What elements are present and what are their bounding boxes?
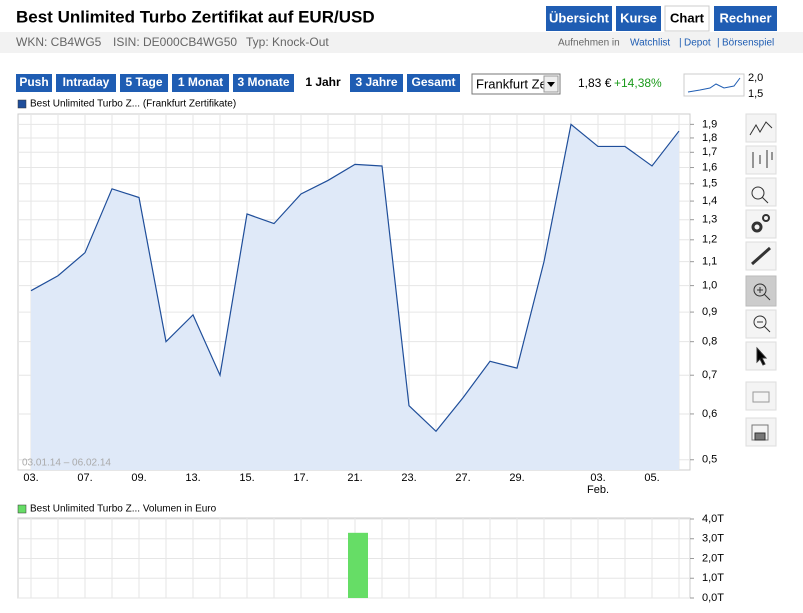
y-tick-label: 0,5 [702, 454, 717, 466]
range-label[interactable]: Push [19, 75, 48, 89]
y-tick-label: 0,7 [702, 369, 717, 381]
range-button[interactable] [407, 74, 460, 92]
x-tick-label: 05. [644, 472, 659, 484]
legend-swatch [17, 504, 27, 514]
links-prefix: Aufnehmen in [558, 38, 620, 49]
x-tick-label: 09. [131, 472, 146, 484]
range-label[interactable]: 3 Jahre [355, 75, 397, 89]
tab-label[interactable]: Chart [670, 10, 705, 25]
y-tick-label: 0,9 [702, 306, 717, 318]
range-button[interactable] [233, 74, 294, 92]
exchange[interactable]: Frankfurt Ze [476, 76, 547, 91]
y-tick-label: 1,7 [702, 146, 717, 158]
line [30, 123, 680, 433]
y-tick-label: 1,2 [702, 234, 717, 246]
link[interactable]: Watchlist [630, 38, 670, 49]
tab-label[interactable]: Übersicht [549, 10, 610, 25]
mini-tick: 2,0 [748, 72, 763, 84]
y-tick-label: 1,9 [702, 118, 717, 130]
y-tick-label: 4,0T [702, 513, 724, 525]
info: WKN: CB4WG5 [16, 35, 102, 49]
y-tick-label: 1,0T [702, 572, 724, 584]
y-tick-label: 1,6 [702, 161, 717, 173]
x-month-label: Feb. [587, 484, 609, 496]
mini-tick: 1,5 [748, 88, 763, 100]
x-tick-label: 03. [590, 472, 605, 484]
range-label[interactable]: 1 Jahr [305, 75, 341, 89]
legend-swatch [17, 99, 27, 109]
info: ISIN: DE000CB4WG50 [113, 35, 237, 49]
tab[interactable] [664, 5, 710, 32]
range-label[interactable]: 5 Tage [125, 75, 162, 89]
info-bar [0, 32, 803, 53]
x-tick-label: 13. [185, 472, 200, 484]
area [31, 124, 679, 470]
bar [348, 532, 368, 598]
range-button[interactable] [56, 74, 116, 92]
select-arrow [547, 82, 555, 87]
link[interactable]: Börsenspiel [722, 38, 774, 49]
y-tick-label: 2,0T [702, 552, 724, 564]
legend: Best Unlimited Turbo Z... (Frankfurt Zer… [30, 99, 236, 110]
y-tick-label: 0,8 [702, 336, 717, 348]
change: +14,38% [614, 76, 662, 90]
y-tick-label: 1,4 [702, 195, 717, 207]
tab[interactable] [616, 6, 661, 31]
range-button[interactable] [120, 74, 168, 92]
range-button[interactable] [16, 74, 52, 92]
x-tick-label: 23. [401, 472, 416, 484]
y-tick-label: 1,8 [702, 132, 717, 144]
range-label[interactable]: 1 Monat [178, 75, 223, 89]
mini-line [687, 77, 741, 93]
x-tick-label: 07. [77, 472, 92, 484]
y-tick-label: 1,1 [702, 256, 717, 268]
x-tick-label: 27. [455, 472, 470, 484]
y-tick-label: 3,0T [702, 533, 724, 545]
link[interactable]: Depot [684, 38, 711, 49]
y-tick-label: 1,0 [702, 280, 717, 292]
x-tick-label: 17. [293, 472, 308, 484]
separator: | [679, 38, 682, 49]
range-label[interactable]: Gesamt [411, 75, 455, 89]
date-range: 03.01.14 – 06.02.14 [22, 458, 111, 469]
tab[interactable] [546, 6, 612, 31]
range-label[interactable]: Intraday [63, 75, 110, 89]
x-tick-label: 29. [509, 472, 524, 484]
separator: | [717, 38, 720, 49]
y-tick-label: 1,5 [702, 178, 717, 190]
price: 1,83 € [578, 76, 612, 90]
range-button[interactable] [172, 74, 229, 92]
range-label[interactable]: 3 Monate [237, 75, 289, 89]
x-tick-label: 15. [239, 472, 254, 484]
tab[interactable] [714, 6, 777, 31]
range-button[interactable] [350, 74, 403, 92]
info: Typ: Knock-Out [246, 35, 329, 49]
y-tick-label: 0,0T [702, 592, 724, 604]
tab-label[interactable]: Rechner [719, 10, 771, 25]
title: Best Unlimited Turbo Zertifikat auf EUR/… [16, 7, 375, 26]
x-tick-label: 03. [23, 472, 38, 484]
y-tick-label: 1,3 [702, 214, 717, 226]
exchange-select[interactable] [471, 73, 561, 95]
x-tick-label: 21. [347, 472, 362, 484]
icons [745, 113, 777, 447]
y-tick-label: 0,6 [702, 408, 717, 420]
legend: Best Unlimited Turbo Z... Volumen in Eur… [30, 504, 217, 515]
tab-label[interactable]: Kurse [620, 10, 657, 25]
